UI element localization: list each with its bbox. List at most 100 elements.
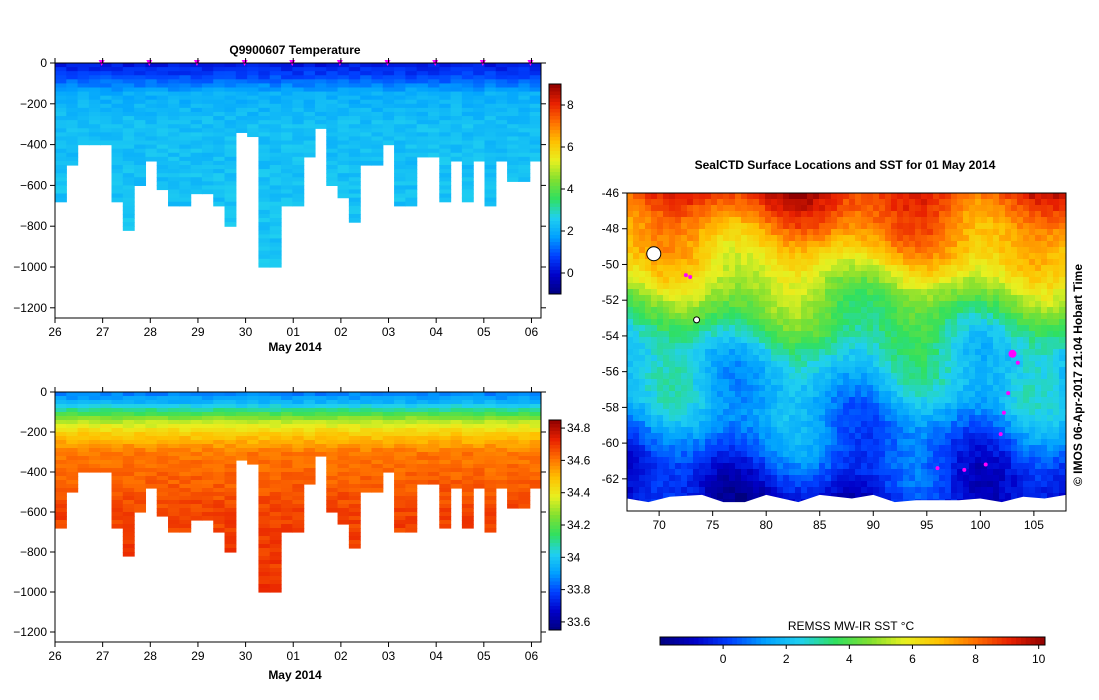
section-cell <box>224 140 237 146</box>
sst-cell <box>801 319 808 326</box>
sst-cell <box>1023 319 1030 326</box>
sst-cell <box>915 205 922 212</box>
sst-cell <box>1011 265 1018 272</box>
section-cell <box>382 91 395 97</box>
section-cell <box>235 396 248 401</box>
sst-cell <box>933 319 940 326</box>
sst-cell <box>639 199 646 206</box>
section-cell <box>134 468 147 473</box>
section-cell <box>224 484 237 489</box>
sst-cell <box>639 337 646 344</box>
sst-cell <box>1059 289 1066 296</box>
sst-cell <box>1053 265 1060 272</box>
section-cell <box>518 428 531 433</box>
sst-cell <box>975 319 982 326</box>
section-cell <box>450 128 463 133</box>
sst-cell <box>627 253 634 260</box>
sst-cell <box>1047 223 1054 230</box>
sst-cell <box>747 217 754 224</box>
colorbar-swatch <box>549 273 561 277</box>
section-cell <box>201 177 214 182</box>
sst-cell <box>825 355 832 362</box>
sst-cell <box>891 253 898 260</box>
section-cell <box>484 516 497 521</box>
section-cell <box>190 500 203 505</box>
section-cell <box>518 396 531 401</box>
section-cell <box>518 103 531 109</box>
sst-cell <box>801 229 808 236</box>
sst-cell <box>999 307 1006 314</box>
sst-cell <box>795 337 802 344</box>
section-cell <box>427 152 440 158</box>
sst-cell <box>873 319 880 326</box>
sst-cell <box>705 217 712 224</box>
sst-cell <box>1035 337 1042 344</box>
sst-cell <box>843 295 850 302</box>
sst-cell <box>699 277 706 284</box>
section-cell <box>473 148 486 154</box>
sst-cell <box>831 205 838 212</box>
section-cell <box>292 460 305 465</box>
section-cell <box>122 444 135 449</box>
sst-cell <box>627 367 634 374</box>
sst-cell <box>681 325 688 332</box>
section-cell <box>382 448 395 453</box>
sst-cell <box>1047 259 1054 266</box>
sst-cell <box>879 253 886 260</box>
section-cell <box>292 185 305 191</box>
sst-cell <box>693 241 700 248</box>
sst-cell <box>999 277 1006 284</box>
section-cell <box>122 103 135 109</box>
sst-cell <box>657 199 664 206</box>
sst-cell <box>837 361 844 368</box>
section-cell <box>360 392 373 397</box>
colorbar-swatch <box>549 203 561 207</box>
sst-cell <box>885 301 892 308</box>
section-cell <box>190 440 203 445</box>
sst-cell <box>663 313 670 320</box>
section-cell <box>518 404 531 409</box>
section-cell <box>156 420 169 425</box>
section-cell <box>247 79 260 84</box>
section-cell <box>122 67 135 72</box>
sst-cell <box>1035 199 1042 206</box>
section-cell <box>55 496 67 501</box>
section-cell <box>529 424 541 429</box>
section-cell <box>348 400 361 405</box>
section-cell <box>416 480 429 485</box>
sst-cell <box>705 205 712 212</box>
sst-cell <box>987 277 994 284</box>
section-cell <box>77 128 90 133</box>
section-cell <box>394 83 406 89</box>
section-cell <box>201 87 214 93</box>
colorbar-swatch <box>549 168 561 172</box>
sst-cell <box>999 331 1006 338</box>
section-cell <box>100 87 113 93</box>
sst-cell <box>879 211 886 218</box>
sst-cell <box>741 271 748 278</box>
section-cell <box>518 500 531 505</box>
sst-cell <box>975 247 982 254</box>
sst-cell <box>717 325 724 332</box>
section-cell <box>201 448 214 453</box>
section-cell <box>134 144 147 150</box>
sst-cell <box>753 229 760 236</box>
section-cell <box>269 197 282 203</box>
section-cell <box>77 136 90 142</box>
section-cell <box>235 440 248 445</box>
section-cell <box>281 528 293 533</box>
sst-cell <box>633 247 640 254</box>
sst-cell <box>747 223 754 230</box>
section-cell <box>303 111 316 117</box>
section-cell <box>134 496 147 501</box>
section-cell <box>484 71 497 76</box>
sst-cell <box>1029 313 1036 320</box>
section-cell <box>326 432 339 437</box>
section-cell <box>168 120 180 125</box>
section-cell <box>190 128 203 133</box>
section-cell <box>473 440 486 445</box>
sst-cell <box>1017 211 1024 218</box>
section-cell <box>55 516 67 521</box>
section-cell <box>168 508 180 513</box>
sst-cell <box>1041 193 1048 200</box>
